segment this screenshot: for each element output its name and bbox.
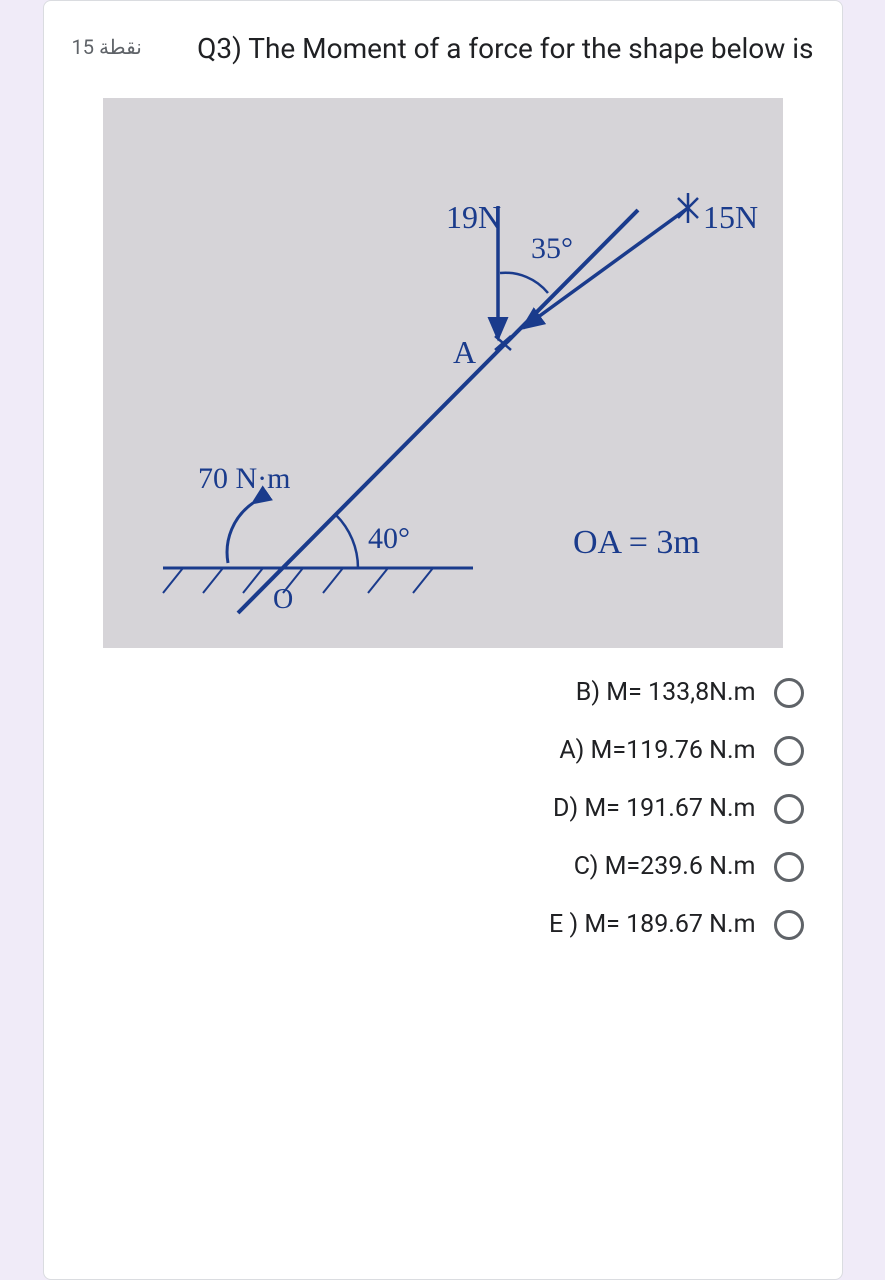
question-header: 15 نقطة Q3) The Moment of a force for th… <box>72 29 814 70</box>
options-group: B) M= 133,8N.m A) M=119.76 N.m D) M= 191… <box>72 678 814 940</box>
radio-icon <box>774 852 804 882</box>
couple-label: 70 N·m <box>198 462 291 495</box>
angle-A-label: 35° <box>531 232 573 265</box>
point-O-label: O <box>273 584 293 615</box>
option-label: E ) M= 189.67 N.m <box>549 910 755 939</box>
point-A-label: A <box>453 334 476 370</box>
option-B[interactable]: B) M= 133,8N.m <box>576 678 804 708</box>
option-C[interactable]: C) M=239.6 N.m <box>574 852 804 882</box>
question-title: Q3) The Moment of a force for the shape … <box>170 29 814 70</box>
ground-hatch <box>163 568 433 593</box>
option-label: D) M= 191.67 N.m <box>553 794 755 823</box>
radio-icon <box>774 910 804 940</box>
angle-O-label: 40° <box>368 522 410 555</box>
force-15N-label: 15N <box>703 199 758 235</box>
option-label: C) M=239.6 N.m <box>574 852 756 881</box>
radio-icon <box>774 678 804 708</box>
option-A[interactable]: A) M=119.76 N.m <box>559 736 803 766</box>
force-15N <box>523 208 688 328</box>
radio-icon <box>774 794 804 824</box>
couple-arc <box>227 503 253 563</box>
option-label: A) M=119.76 N.m <box>559 736 755 765</box>
question-card: 15 نقطة Q3) The Moment of a force for th… <box>43 0 843 1280</box>
force-19N-label: 19N <box>446 199 501 235</box>
diagram-svg: 40° 70 N·m O A 19N 15N 35° <box>103 98 783 648</box>
option-label: B) M= 133,8N.m <box>576 678 756 707</box>
diagram-figure: 40° 70 N·m O A 19N 15N 35° <box>103 98 783 648</box>
angle-arc-A <box>500 272 548 292</box>
radio-icon <box>774 736 804 766</box>
force-15N-tail-mark <box>678 193 698 223</box>
option-E[interactable]: E ) M= 189.67 N.m <box>549 910 803 940</box>
points-badge: 15 نقطة <box>72 29 142 59</box>
length-label: OA = 3m <box>573 524 700 561</box>
angle-arc-O <box>336 515 358 568</box>
option-D[interactable]: D) M= 191.67 N.m <box>553 794 803 824</box>
